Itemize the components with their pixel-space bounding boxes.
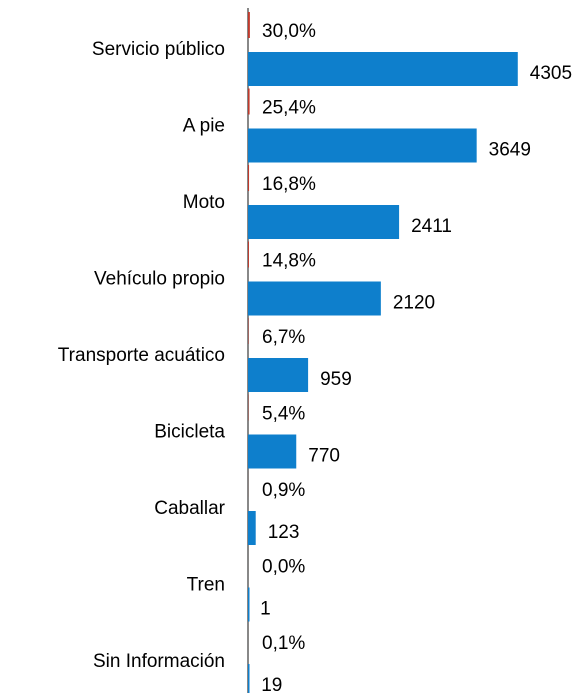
value-label: 16,8% <box>262 174 316 195</box>
bar <box>248 241 249 268</box>
category-label: Caballar <box>154 498 225 519</box>
category-label: Bicicleta <box>154 422 225 443</box>
value-label: 0,1% <box>262 633 305 654</box>
category-label: Tren <box>187 575 225 596</box>
category-label: Transporte acuático <box>58 345 225 366</box>
bar <box>248 128 477 163</box>
value-label: 3649 <box>489 140 531 161</box>
value-label: 19 <box>261 675 282 693</box>
category-label: Sin Información <box>93 651 225 672</box>
value-label: 25,4% <box>262 98 316 119</box>
bar <box>248 664 250 693</box>
value-label: 6,7% <box>262 327 305 348</box>
category-label: Moto <box>183 192 225 213</box>
bar <box>248 511 256 545</box>
value-label: 959 <box>320 369 352 390</box>
value-label: 1 <box>260 599 271 620</box>
category-label: Servicio público <box>92 39 225 60</box>
bar <box>248 434 297 469</box>
bar <box>248 205 400 239</box>
value-label: 770 <box>308 446 340 467</box>
bar <box>248 165 250 191</box>
value-label: 30,0% <box>262 21 316 42</box>
value-label: 14,8% <box>262 251 316 272</box>
category-label: Vehículo propio <box>94 269 225 290</box>
value-label: 123 <box>268 522 300 543</box>
value-label: 2411 <box>411 216 452 237</box>
value-label: 0,9% <box>262 480 305 501</box>
value-label: 2120 <box>393 293 435 314</box>
category-label: A pie <box>183 116 225 137</box>
value-label: 4305 <box>530 63 572 84</box>
bar <box>248 358 309 392</box>
bar <box>248 587 250 622</box>
bar <box>248 281 381 316</box>
bar <box>248 12 250 38</box>
bar <box>248 52 518 86</box>
value-label: 0,0% <box>262 557 305 578</box>
bar <box>248 88 250 115</box>
value-label: 5,4% <box>262 404 305 425</box>
